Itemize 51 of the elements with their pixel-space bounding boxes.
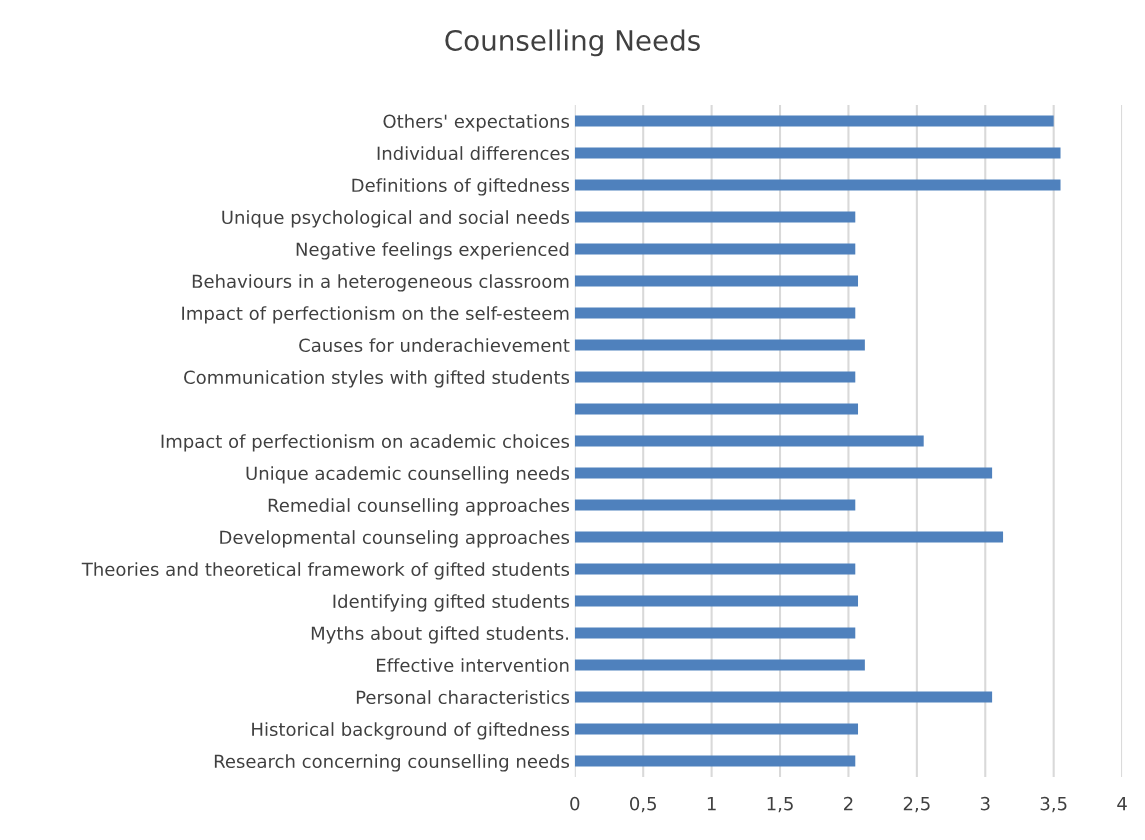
- x-tick-label: 0: [570, 796, 580, 811]
- bar: [574, 211, 856, 223]
- y-tick-label: Personal characteristics: [356, 690, 570, 705]
- y-tick-label: Causes for underachievement: [299, 338, 570, 353]
- bar: [574, 563, 856, 575]
- y-tick-label: Theories and theoretical framework of gifted students: [81, 562, 570, 580]
- y-tick-label: Unique academic counselling needs: [246, 466, 570, 484]
- x-tick-label: 0,5: [630, 796, 656, 813]
- x-tick-label: 2: [844, 796, 853, 811]
- x-tick-label: 2,5: [903, 796, 930, 813]
- y-tick-label: Identifying gifted students: [333, 594, 570, 612]
- y-tick-label: Impact of perfectionism on academic choices: [161, 434, 570, 452]
- y-tick-label: Research concerning counselling needs: [214, 754, 570, 772]
- y-tick-label: Communication styles with gifted students: [184, 370, 570, 388]
- bar: [574, 371, 856, 383]
- bar: [574, 115, 1054, 127]
- y-tick-label: Definitions of giftedness: [352, 178, 570, 196]
- x-tick-label: 3,5: [1040, 796, 1067, 813]
- bar: [574, 339, 865, 351]
- bar: [574, 755, 856, 767]
- bar: [574, 659, 865, 671]
- bar: [574, 179, 1061, 191]
- bar: [574, 403, 859, 415]
- x-tick-label: 1: [707, 797, 716, 811]
- y-tick-label: Others' expectations: [383, 114, 570, 132]
- bar: [574, 691, 993, 703]
- bar: [574, 307, 856, 319]
- bar: [574, 595, 859, 607]
- y-tick-label: Unique psychological and social needs: [222, 210, 570, 228]
- bar: [574, 531, 1004, 543]
- y-tick-label: Developmental counseling approaches: [220, 530, 570, 548]
- y-tick-label: Individual differences: [377, 146, 570, 161]
- y-tick-label: Remedial counselling approaches: [268, 498, 570, 516]
- bar: [574, 723, 859, 735]
- bar: [574, 467, 993, 479]
- bar: [574, 499, 856, 511]
- y-tick-label: Negative feelings experienced: [296, 242, 569, 260]
- y-tick-label: Myths about gifted students.: [311, 626, 568, 644]
- y-tick-label: Historical background of giftedness: [252, 722, 570, 740]
- y-tick-label: Impact of perfectionism on the self-esteem: [182, 306, 569, 324]
- bar: [574, 435, 924, 447]
- bar: [574, 243, 856, 255]
- x-tick-label: 1,5: [767, 797, 793, 813]
- y-tick-label: Behaviours in a heterogeneous classroom: [192, 274, 569, 292]
- x-tick-label: 4: [1117, 797, 1127, 811]
- bar: [574, 147, 1061, 159]
- bar: [574, 275, 859, 287]
- bar: [574, 627, 856, 639]
- x-tick-label: 3: [980, 796, 990, 811]
- y-tick-label: Effective intervention: [377, 658, 569, 673]
- chart-title: Counselling Needs: [445, 29, 700, 57]
